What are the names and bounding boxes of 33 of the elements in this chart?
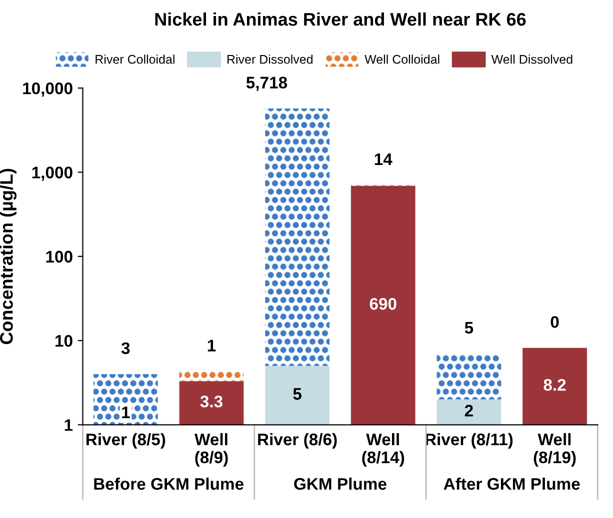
legend-label: Well Colloidal (364, 54, 440, 64)
y-tick-label: 1,000 (32, 166, 72, 181)
y-tick-label: 100 (46, 250, 72, 263)
text: After GKM Plume (444, 478, 580, 490)
legend-label: River Dissolved (228, 54, 312, 64)
text: Before GKM Plume (94, 478, 244, 490)
legend-label: River Colloidal (96, 54, 174, 64)
data-label: 8.2 (544, 378, 566, 391)
y-tick-label: 1 (64, 419, 73, 431)
x-tick-label: Well (8/19) (534, 433, 576, 467)
bar (179, 371, 244, 382)
data-label: 1 (122, 406, 130, 418)
data-label: 5 (293, 388, 302, 400)
data-label: 1 (208, 340, 216, 352)
x-tick-label: Well (8/9) (194, 433, 228, 467)
data-label: 2 (464, 404, 473, 416)
chart-title: Nickel in Animas River and Well near RK 66 (155, 12, 526, 26)
annotation: 0 (550, 316, 559, 328)
data-label: 5 (464, 322, 474, 334)
data-label: 5,718 (246, 76, 288, 91)
bar (93, 374, 158, 425)
data-label: 690 (370, 298, 396, 310)
data-label: 14 (374, 153, 392, 165)
x-tick-label: Well (8/14) (362, 433, 404, 467)
text: GKM Plume (294, 478, 386, 490)
y-tick-label: 10 (56, 334, 72, 347)
data-label: 3.3 (200, 396, 222, 408)
y-axis-title: Concentration (µg/L) (0, 168, 17, 344)
x-tick-label: River (8/6) (258, 433, 337, 449)
legend-label: Well Dissolved (491, 54, 572, 64)
data-label: 3 (121, 342, 130, 354)
x-tick-label: River (8/5) (86, 433, 166, 449)
y-tick-label: 10,000 (23, 82, 72, 97)
